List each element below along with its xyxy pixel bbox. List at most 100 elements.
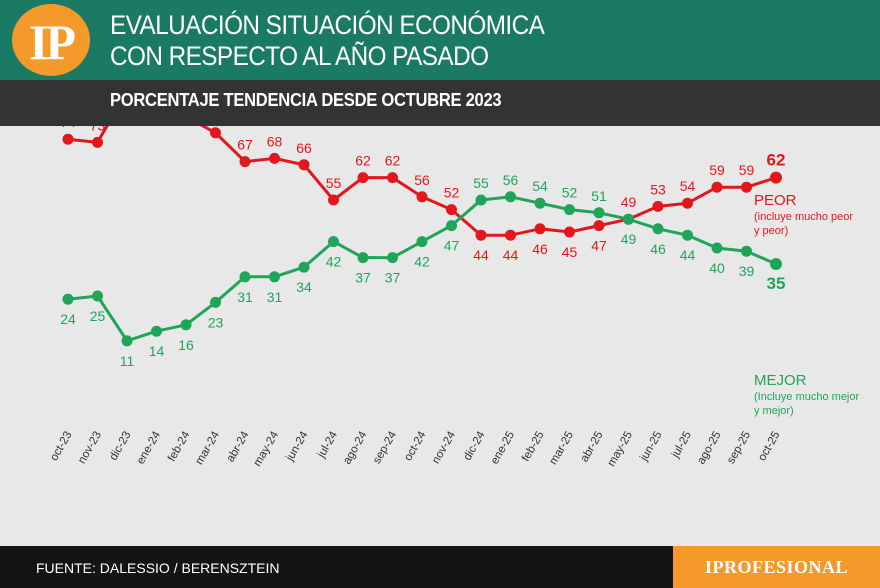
- point-peor: [269, 152, 280, 164]
- x-tick-label: jun-25: [638, 430, 665, 465]
- data-label-mejor: 54: [532, 178, 548, 194]
- x-tick-label: dic-24: [462, 429, 488, 463]
- data-label-mejor: 42: [326, 254, 342, 270]
- x-tick-label: dic-23: [108, 430, 134, 463]
- data-label-peor: 66: [296, 140, 312, 156]
- data-label-peor: 52: [444, 185, 460, 201]
- data-label-mejor: 40: [709, 260, 725, 276]
- x-tick-label: feb-25: [520, 430, 547, 464]
- data-label-peor: 53: [650, 181, 666, 197]
- data-label-peor: 46: [532, 241, 548, 257]
- x-tick-label: abr-24: [225, 429, 252, 464]
- point-peor: [328, 194, 339, 206]
- point-peor: [682, 197, 693, 209]
- point-mejor: [180, 319, 192, 331]
- point-mejor: [475, 194, 487, 206]
- point-peor: [711, 181, 723, 193]
- data-label-peor: 55: [326, 175, 342, 191]
- data-label-peor: 59: [739, 162, 755, 178]
- x-tick-label: mar-25: [547, 430, 576, 468]
- point-mejor: [682, 229, 693, 241]
- point-mejor: [446, 220, 457, 232]
- data-label-peor: 74: [60, 126, 76, 130]
- data-label-mejor: 16: [178, 337, 194, 353]
- point-mejor: [741, 245, 752, 257]
- point-peor: [475, 229, 487, 241]
- point-mejor: [387, 252, 398, 264]
- point-mejor: [593, 207, 605, 219]
- data-label-mejor: 24: [60, 311, 76, 327]
- point-peor: [357, 172, 369, 184]
- data-label-peor: 68: [267, 133, 283, 149]
- subtitle-bar: PORCENTAJE TENDENCIA DESDE OCTUBRE 2023: [0, 80, 880, 126]
- data-label-mejor: 23: [208, 314, 224, 330]
- data-label-peor: 62: [385, 153, 401, 169]
- x-tick-label: may-24: [252, 429, 282, 469]
- point-mejor: [239, 271, 251, 283]
- point-mejor: [564, 204, 575, 216]
- data-label-mejor: 37: [385, 270, 401, 286]
- series-points: [62, 127, 782, 347]
- x-tick-label: oct-24: [402, 429, 429, 463]
- x-tick-label: jul-25: [669, 430, 694, 461]
- point-peor: [593, 220, 605, 232]
- chart-title: EVALUACIÓN SITUACIÓN ECONÓMICA CON RESPE…: [110, 10, 545, 72]
- legend-peor-note: y peor): [754, 225, 788, 237]
- data-label-peor: 54: [680, 178, 696, 194]
- x-tick-label: sep-24: [371, 429, 399, 466]
- footer-bar: FUENTE: DALESSIO / BERENSZTEIN IPROFESIO…: [0, 546, 880, 588]
- x-tick-label: ene-25: [489, 430, 517, 467]
- data-label-peor: 44: [503, 247, 519, 263]
- data-label-mejor: 55: [473, 175, 489, 191]
- legend-peor-note: (incluye mucho peor: [754, 211, 853, 223]
- legend-mejor-name: MEJOR: [754, 372, 807, 389]
- point-peor: [770, 171, 782, 184]
- point-peor: [446, 204, 457, 216]
- point-mejor: [151, 325, 162, 337]
- point-peor: [298, 159, 310, 171]
- point-mejor: [62, 293, 74, 305]
- data-label-mejor: 37: [355, 270, 371, 286]
- data-label-mejor: 14: [149, 343, 165, 359]
- data-label-mejor: 39: [739, 263, 755, 279]
- point-mejor: [711, 242, 723, 254]
- point-mejor: [534, 197, 546, 209]
- data-label-mejor: 56: [503, 172, 519, 188]
- legend-mejor-note: y mejor): [754, 405, 794, 417]
- data-label-mejor: 49: [621, 231, 637, 247]
- x-tick-label: feb-24: [166, 429, 193, 464]
- x-tick-label: nov-23: [76, 430, 104, 466]
- point-mejor: [328, 236, 339, 248]
- data-label-mejor: 42: [414, 254, 430, 270]
- point-mejor: [298, 261, 310, 273]
- x-tick-label: sep-25: [725, 430, 753, 466]
- point-peor: [210, 127, 221, 139]
- point-mejor: [269, 271, 280, 283]
- source-text: FUENTE: DALESSIO / BERENSZTEIN: [36, 560, 280, 576]
- brand-text: IPROFESIONAL: [704, 557, 849, 577]
- data-label-peor: 62: [767, 151, 786, 170]
- data-label-peor: 67: [237, 137, 253, 153]
- line-chart: 7424732589118414811676236731683166345542…: [48, 126, 859, 469]
- data-label-peor: 44: [473, 247, 489, 263]
- brand-box: IPROFESIONAL: [673, 546, 880, 588]
- data-label-peor: 47: [591, 238, 607, 254]
- legend: PEOR (incluye mucho peor y peor) MEJOR (Incl…: [754, 192, 859, 417]
- series-lines: [67, 126, 777, 343]
- data-label-mejor: 25: [90, 308, 106, 324]
- legend-mejor-note: (Incluye mucho mejor: [754, 391, 859, 403]
- data-label-peor: 62: [355, 153, 371, 169]
- ip-logo: IP: [12, 4, 90, 76]
- data-label-mejor: 31: [267, 289, 283, 305]
- chart-subtitle: PORCENTAJE TENDENCIA DESDE OCTUBRE 2023: [110, 90, 502, 110]
- title-line-1: EVALUACIÓN SITUACIÓN ECONÓMICA: [110, 10, 545, 40]
- point-mejor: [357, 252, 369, 264]
- data-label-mejor: 35: [767, 274, 786, 293]
- x-tick-label: ago-25: [695, 430, 723, 467]
- x-tick-label: may-25: [606, 430, 636, 469]
- x-tick-label: jul-24: [315, 429, 340, 461]
- point-peor: [62, 133, 74, 145]
- point-peor: [564, 226, 575, 238]
- point-mejor: [770, 258, 782, 270]
- header-bar: IP EVALUACIÓN SITUACIÓN ECONÓMICA CON RE…: [0, 0, 880, 80]
